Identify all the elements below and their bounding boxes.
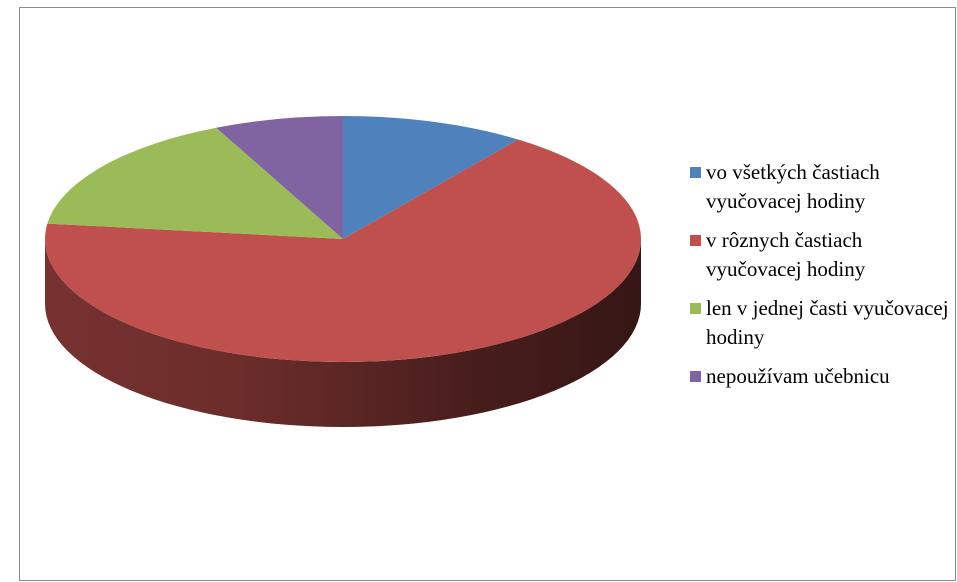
legend-item-all-parts: vo všetkých častiach vyučovacej hodiny <box>688 158 953 216</box>
legend: vo všetkých častiach vyučovacej hodiny v… <box>688 158 953 401</box>
legend-label: vo všetkých častiach vyučovacej hodiny <box>706 160 880 213</box>
legend-label: nepoužívam učebnicu <box>706 364 890 388</box>
legend-item-various-parts: v rôznych častiach vyučovacej hodiny <box>688 226 953 284</box>
legend-swatch-red <box>690 235 701 246</box>
legend-swatch-purple <box>690 371 701 382</box>
legend-item-one-part: len v jednej časti vyučovacej hodiny <box>688 294 953 352</box>
legend-swatch-green <box>690 303 701 314</box>
slice-various-parts-side <box>45 239 641 427</box>
legend-label: v rôznych častiach vyučovacej hodiny <box>706 228 866 281</box>
legend-label: len v jednej časti vyučovacej hodiny <box>706 296 949 349</box>
slice-various-parts <box>45 139 641 362</box>
legend-swatch-blue <box>690 167 701 178</box>
legend-item-no-textbook: nepoužívam učebnicu <box>688 362 953 391</box>
slice-no-textbook <box>216 116 343 239</box>
slice-all-parts <box>343 116 519 239</box>
slice-one-part <box>47 127 343 239</box>
